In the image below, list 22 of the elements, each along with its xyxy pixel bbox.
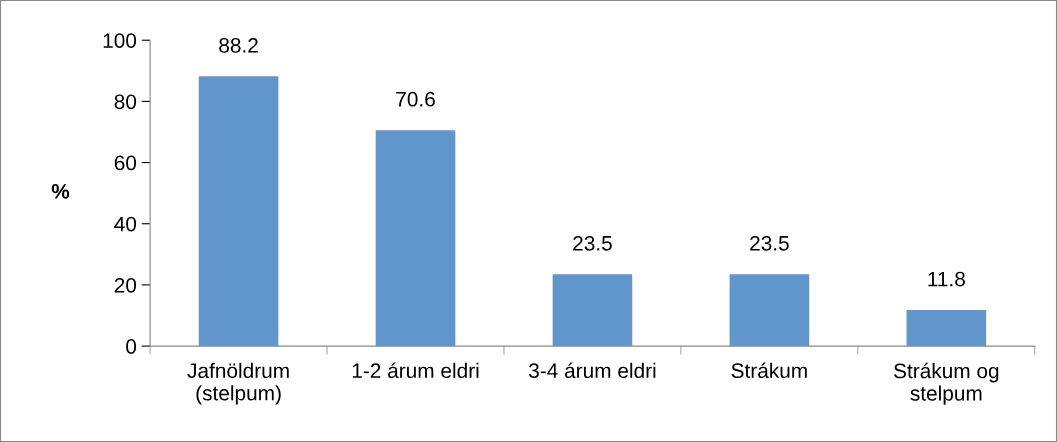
data-label: 23.5 <box>750 235 789 251</box>
x-tick-label: 3-4 árum eldri <box>528 362 656 379</box>
y-tick-label: 80 <box>114 94 137 110</box>
bar <box>729 274 810 347</box>
bar <box>906 309 987 347</box>
y-tick-label: 20 <box>114 277 137 293</box>
x-tick-label: Strákum <box>731 362 807 379</box>
y-tick-label: 0 <box>126 339 137 354</box>
bar <box>552 274 633 347</box>
y-tick-label: 60 <box>114 155 137 171</box>
y-tick-label: 100 <box>103 33 137 48</box>
bar <box>198 76 279 347</box>
y-axis-title: % <box>51 184 70 199</box>
data-label: 88.2 <box>219 38 258 53</box>
data-label: 11.8 <box>928 271 965 287</box>
x-tick-label: Jafnöldrum (stelpum) <box>187 362 289 405</box>
x-tick-label: Strákum og stelpum <box>894 362 999 405</box>
bar <box>375 130 456 347</box>
y-tick-label: 40 <box>114 216 137 232</box>
x-tick-label: 1-2 árum eldri <box>352 362 479 379</box>
data-label: 70.6 <box>396 91 435 107</box>
data-label: 23.5 <box>573 235 612 251</box>
